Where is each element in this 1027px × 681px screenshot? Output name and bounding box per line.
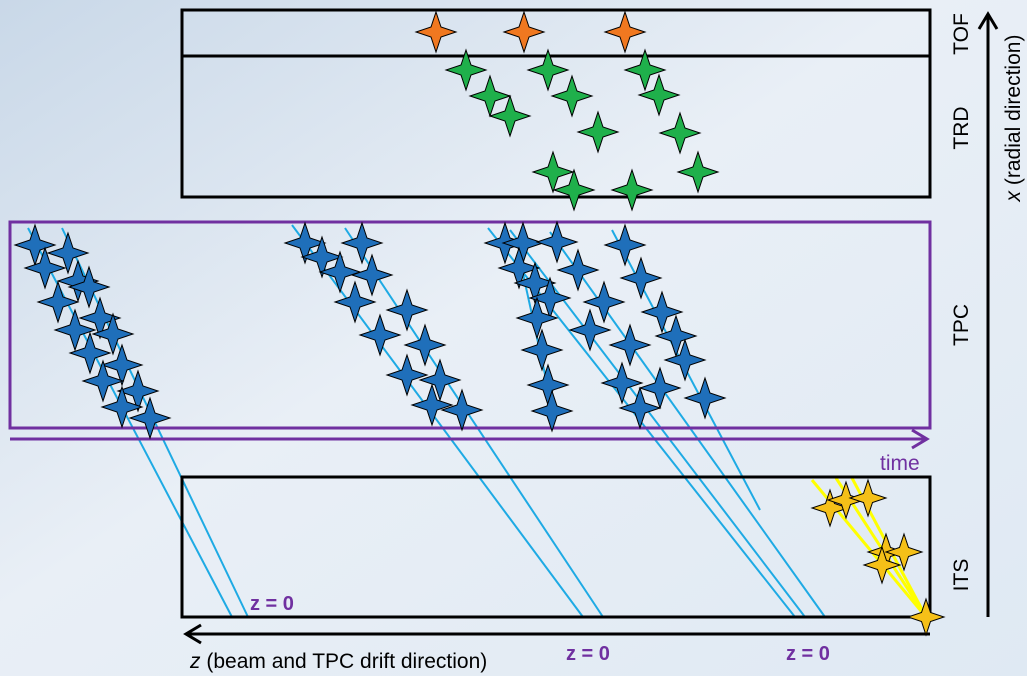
z-symbol: z bbox=[189, 650, 201, 673]
x-axis-label: x (radial direction) bbox=[1002, 35, 1025, 203]
z-axis-label: z (beam and TPC drift direction) bbox=[189, 650, 487, 673]
trd-label: TRD bbox=[950, 106, 973, 149]
time-label: time bbox=[880, 452, 920, 475]
z-zero: z = 0 bbox=[786, 643, 830, 665]
its-label: ITS bbox=[950, 559, 973, 592]
background bbox=[0, 0, 1027, 676]
z-text: (beam and TPC drift direction) bbox=[206, 650, 487, 673]
tpc-label: TPC bbox=[950, 304, 973, 346]
z-zero: z = 0 bbox=[566, 643, 610, 665]
tof-label: TOF bbox=[950, 13, 973, 55]
z-zero: z = 0 bbox=[250, 593, 294, 615]
diagram: TOF TRD TPC ITS x (radial direction) tim… bbox=[0, 0, 1027, 676]
x-text: (radial direction) bbox=[1002, 35, 1025, 186]
x-symbol: x bbox=[1002, 189, 1025, 202]
